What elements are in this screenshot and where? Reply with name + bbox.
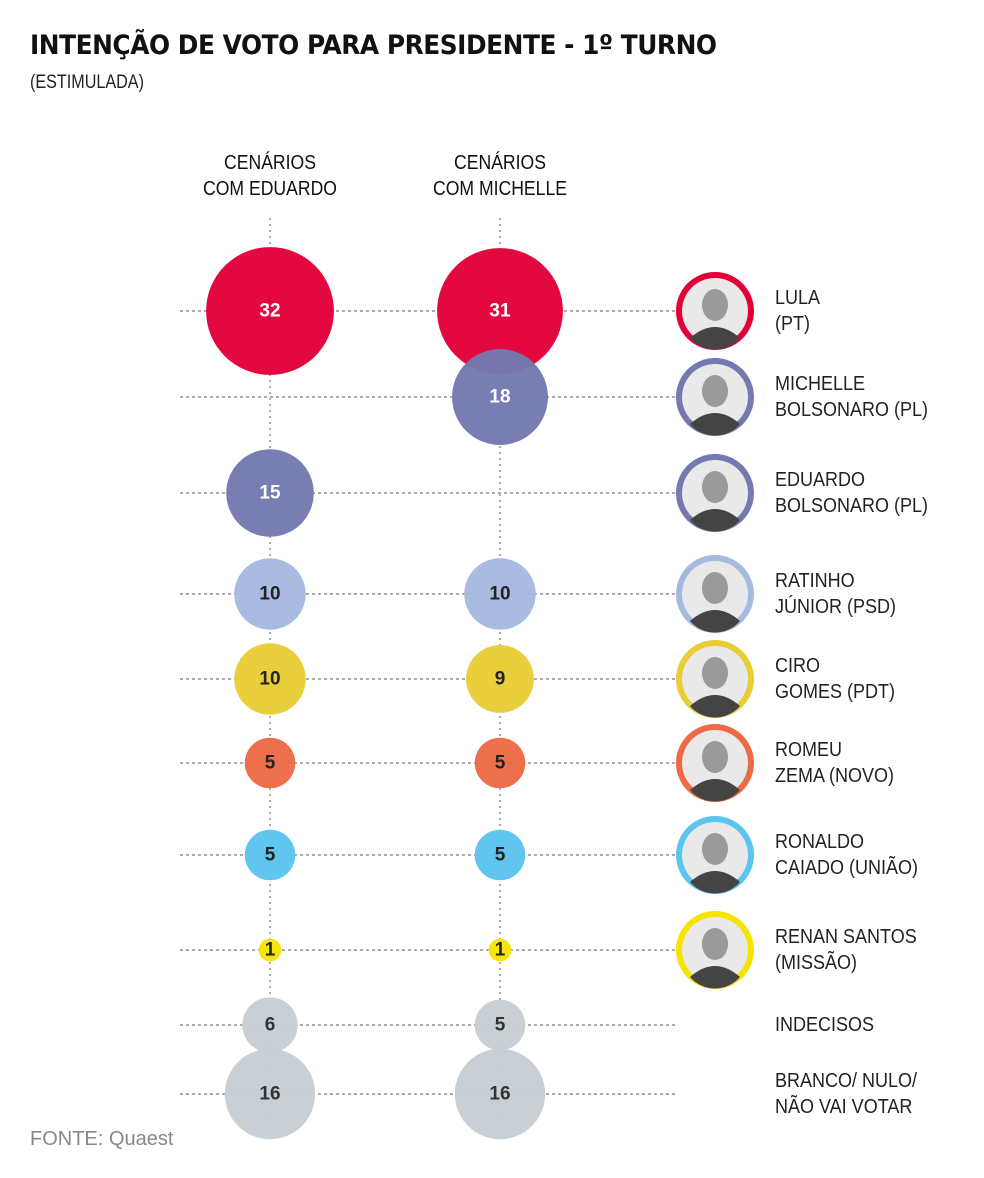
candidate-photo-head bbox=[702, 741, 728, 773]
row-label: LULA (PT) bbox=[775, 287, 821, 335]
bubble-value-label: 5 bbox=[495, 753, 506, 774]
bubble-value-label: 18 bbox=[489, 387, 510, 408]
bubble-value-label: 1 bbox=[495, 940, 506, 961]
bubble-value-label: 10 bbox=[489, 584, 510, 605]
bubble bbox=[464, 558, 536, 630]
bubble bbox=[242, 997, 298, 1053]
row-label: EDUARDO BOLSONARO (PL) bbox=[775, 469, 929, 517]
chart-subtitle: (ESTIMULADA) bbox=[30, 72, 144, 93]
bubble-value-label: 16 bbox=[259, 1084, 280, 1105]
candidate-photo-head bbox=[702, 471, 728, 503]
row-label: MICHELLE BOLSONARO (PL) bbox=[775, 373, 929, 421]
chart-title: INTENÇÃO DE VOTO PARA PRESIDENTE - 1º TU… bbox=[30, 30, 717, 61]
candidate-photo-head bbox=[702, 572, 728, 604]
candidate-photo-head bbox=[702, 833, 728, 865]
candidate-photo-head bbox=[702, 928, 728, 960]
bubble bbox=[474, 829, 526, 881]
bubble-value-label: 16 bbox=[489, 1084, 510, 1105]
row-label: BRANCO/ NULO/ NÃO VAI VOTAR bbox=[775, 1070, 918, 1118]
bubble bbox=[452, 349, 548, 445]
bubble-value-label: 9 bbox=[495, 669, 506, 690]
candidate-photo-shoulders bbox=[690, 871, 740, 894]
column-header-michelle: CENÁRIOS COM MICHELLE bbox=[433, 152, 567, 200]
candidate-photo-head bbox=[702, 657, 728, 689]
bubble bbox=[437, 248, 563, 374]
bubble-value-label: 31 bbox=[489, 301, 511, 322]
bubble bbox=[224, 1048, 316, 1140]
row-label: RONALDO CAIADO (UNIÃO) bbox=[775, 831, 919, 879]
bubble bbox=[244, 737, 296, 789]
source-note: FONTE: Quaest bbox=[30, 1128, 174, 1150]
bubble bbox=[488, 938, 512, 962]
row-label: RATINHO JÚNIOR (PSD) bbox=[775, 570, 897, 618]
bubble bbox=[454, 1048, 546, 1140]
row-label: RENAN SANTOS (MISSÃO) bbox=[775, 926, 917, 974]
bubble-value-label: 5 bbox=[495, 1015, 506, 1036]
candidate-photo-shoulders bbox=[690, 966, 740, 989]
bubble bbox=[206, 247, 334, 375]
candidate-photo-shoulders bbox=[690, 509, 740, 532]
bubble bbox=[466, 645, 534, 713]
candidate-photo-shoulders bbox=[690, 413, 740, 436]
row-label: CIRO GOMES (PDT) bbox=[775, 655, 896, 703]
bubble-value-label: 32 bbox=[259, 301, 280, 322]
candidate-photo-head bbox=[702, 289, 728, 321]
bubble bbox=[234, 558, 306, 630]
bubble bbox=[258, 938, 282, 962]
bubble-value-label: 6 bbox=[265, 1015, 276, 1036]
bubble-value-label: 5 bbox=[495, 845, 506, 866]
bubble-value-label: 5 bbox=[265, 845, 276, 866]
column-header-eduardo: CENÁRIOS COM EDUARDO bbox=[203, 152, 337, 200]
bubble-value-label: 10 bbox=[259, 584, 280, 605]
candidate-photo-head bbox=[702, 375, 728, 407]
candidate-photo-shoulders bbox=[690, 610, 740, 633]
bubble bbox=[234, 643, 306, 715]
candidate-photo-shoulders bbox=[690, 779, 740, 802]
bubble bbox=[474, 737, 526, 789]
bubble bbox=[474, 999, 526, 1051]
bubble bbox=[226, 449, 314, 537]
candidate-photo-shoulders bbox=[690, 695, 740, 718]
bubble-value-label: 1 bbox=[265, 940, 276, 961]
bubble bbox=[244, 829, 296, 881]
candidate-photo-shoulders bbox=[690, 327, 740, 350]
bubble-value-label: 15 bbox=[259, 483, 281, 504]
row-label: INDECISOS bbox=[775, 1014, 875, 1036]
row-label: ROMEU ZEMA (NOVO) bbox=[775, 739, 895, 787]
bubble-value-label: 5 bbox=[265, 753, 276, 774]
bubble-value-label: 10 bbox=[259, 669, 280, 690]
